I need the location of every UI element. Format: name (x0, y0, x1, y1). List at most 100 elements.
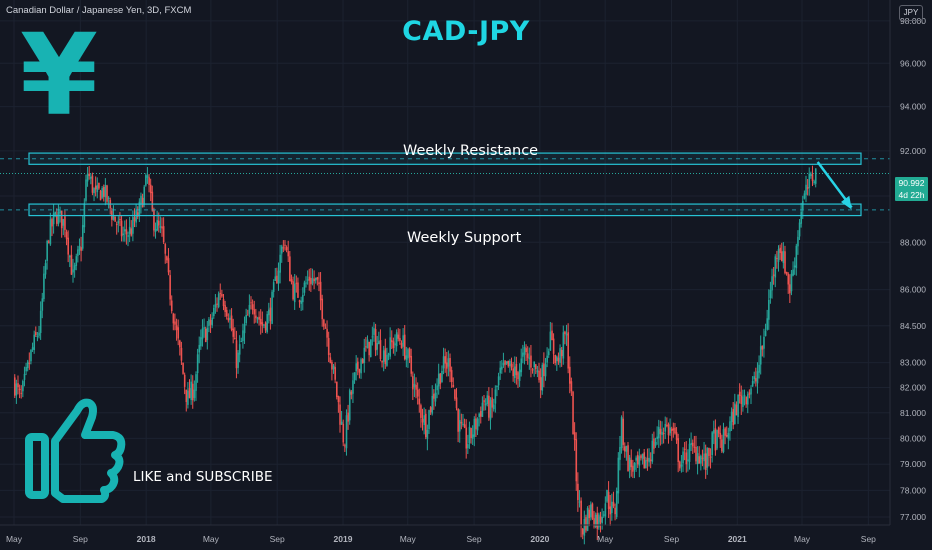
candle-body (64, 216, 66, 231)
candle (117, 216, 120, 233)
candle (187, 382, 189, 409)
candle-body (107, 197, 110, 199)
candle-body (792, 269, 794, 276)
candle (348, 388, 351, 425)
candle (64, 210, 66, 238)
candle (536, 365, 539, 378)
candle (698, 446, 701, 464)
candle (51, 217, 53, 237)
candle (162, 217, 165, 245)
candle-body (153, 210, 155, 231)
candle-body (780, 251, 783, 262)
candle-body (501, 366, 503, 370)
candle-body (599, 516, 602, 523)
candle (567, 323, 569, 374)
candle-body (295, 282, 298, 284)
candle (119, 212, 121, 227)
candle (691, 439, 694, 455)
candle-body (670, 428, 673, 432)
candle (331, 359, 333, 381)
candle-body (23, 373, 26, 380)
candle-body (243, 324, 246, 334)
candle (340, 410, 343, 425)
candle-body (399, 338, 401, 341)
candle-body (624, 446, 626, 452)
candle (717, 426, 720, 438)
candle (583, 510, 586, 545)
candle (777, 245, 780, 272)
candle-body (764, 330, 767, 337)
candle (646, 448, 649, 471)
candle-body (119, 218, 121, 221)
candle-body (214, 304, 217, 308)
candle (289, 251, 291, 282)
candle (510, 357, 513, 371)
candle-body (795, 245, 798, 269)
candle (334, 362, 336, 384)
candle (25, 362, 27, 376)
candle-body (758, 364, 760, 373)
candle-body (635, 457, 637, 461)
candle (565, 324, 568, 346)
candle-body (515, 363, 518, 376)
candle (133, 208, 136, 228)
candle-body (562, 332, 565, 359)
candle-body (805, 184, 807, 195)
currency-badge[interactable]: JPY (899, 5, 923, 21)
candle-body (412, 376, 414, 390)
candle (264, 321, 267, 334)
candle (402, 328, 404, 356)
candle-body (117, 220, 120, 224)
candle (17, 375, 19, 395)
candle (808, 167, 811, 196)
candle (619, 435, 621, 471)
candle (190, 374, 192, 405)
candle (124, 220, 126, 242)
candle (112, 205, 115, 221)
candle (324, 323, 327, 329)
candle (421, 408, 424, 431)
candle-body (475, 418, 477, 430)
candle (221, 289, 223, 298)
candle (764, 323, 767, 337)
chart-title: CAD-JPY (402, 16, 530, 47)
candle (69, 254, 71, 268)
candle (556, 355, 558, 371)
candle-body (72, 269, 74, 273)
candle (766, 309, 769, 331)
candle (342, 419, 345, 447)
candle-body (28, 362, 31, 364)
candle (454, 388, 456, 401)
candle-body (47, 241, 50, 243)
candle-body (225, 309, 228, 317)
candle-body (161, 226, 163, 229)
candle (722, 422, 725, 454)
candle (188, 379, 191, 399)
candle-body (743, 394, 746, 397)
candle (615, 487, 618, 520)
candle (612, 491, 615, 509)
resistance-label: Weekly Resistance (403, 143, 539, 159)
candle (38, 325, 40, 339)
candle (345, 409, 348, 456)
candle-body (591, 503, 594, 519)
candle (452, 377, 455, 388)
candle (308, 268, 311, 291)
candle-body (530, 355, 532, 368)
candle-body (195, 374, 197, 391)
candle (552, 333, 555, 364)
candle-body (520, 358, 523, 373)
candle (41, 292, 44, 319)
candle-body (297, 282, 299, 298)
candle (282, 240, 285, 253)
candle (520, 348, 523, 377)
candle (271, 289, 273, 325)
candle (225, 306, 228, 320)
candle (599, 511, 602, 533)
candle (381, 360, 383, 368)
x-tick-label: May (203, 534, 220, 544)
candle-body (360, 359, 362, 374)
candle-body (327, 338, 330, 356)
candle-body (106, 185, 108, 202)
